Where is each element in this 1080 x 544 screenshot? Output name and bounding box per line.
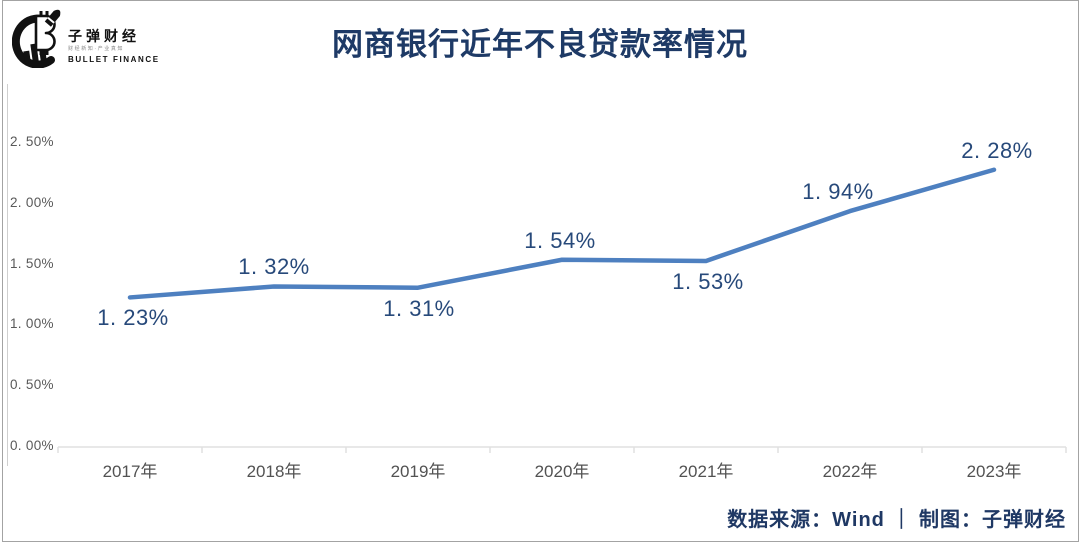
npl-rate-series-line: [127, 167, 997, 300]
x-axis-tick-label: 2019年: [390, 462, 446, 481]
data-point-label: 1. 94%: [802, 179, 874, 205]
data-point-label: 1. 31%: [383, 295, 455, 321]
x-axis-tick-label: 2020年: [534, 462, 590, 481]
brand-name-en: BULLET FINANCE: [68, 55, 160, 64]
brand-tagline: 财经新知·产业真知: [68, 46, 125, 52]
brand-name-cn: 子弹财经: [68, 28, 140, 44]
data-point-label: 1. 54%: [524, 227, 596, 253]
y-axis-tick-label: 1. 00%: [10, 316, 54, 332]
chart-title: 网商银行近年不良贷款率情况: [332, 27, 748, 62]
x-axis-tick-label: 2017年: [102, 462, 158, 481]
data-point-label: 1. 32%: [238, 254, 310, 280]
bullet-finance-logo-icon: [12, 9, 61, 68]
brand-logo: 子弹财经 财经新知·产业真知 BULLET FINANCE: [12, 6, 160, 68]
x-axis-tick-label: 2022年: [822, 462, 878, 481]
data-point-label: 1. 23%: [97, 305, 169, 331]
logo-crescent: [12, 14, 55, 68]
x-axis-tick-label: 2023年: [966, 462, 1022, 481]
x-axis-tick-label: 2018年: [246, 462, 302, 481]
x-axis-tick-label: 2021年: [678, 462, 734, 481]
logo-bullet: [44, 9, 61, 27]
data-point-label: 2. 28%: [961, 137, 1033, 163]
source-credit: 数据来源：Wind ｜ 制图：子弹财经: [727, 509, 1066, 531]
y-axis-tick-label: 2. 50%: [10, 134, 54, 149]
y-axis-tick-label: 2. 00%: [10, 194, 54, 210]
y-axis-tick-label: 1. 50%: [10, 255, 54, 271]
brand-logo-text: 子弹财经 财经新知·产业真知 BULLET FINANCE: [68, 9, 160, 65]
y-axis-tick-label: 0. 00%: [10, 438, 54, 453]
data-point-label: 1. 53%: [672, 268, 744, 294]
y-axis-tick-label: 0. 50%: [10, 377, 54, 393]
chart-area-left-edge: [7, 84, 8, 466]
